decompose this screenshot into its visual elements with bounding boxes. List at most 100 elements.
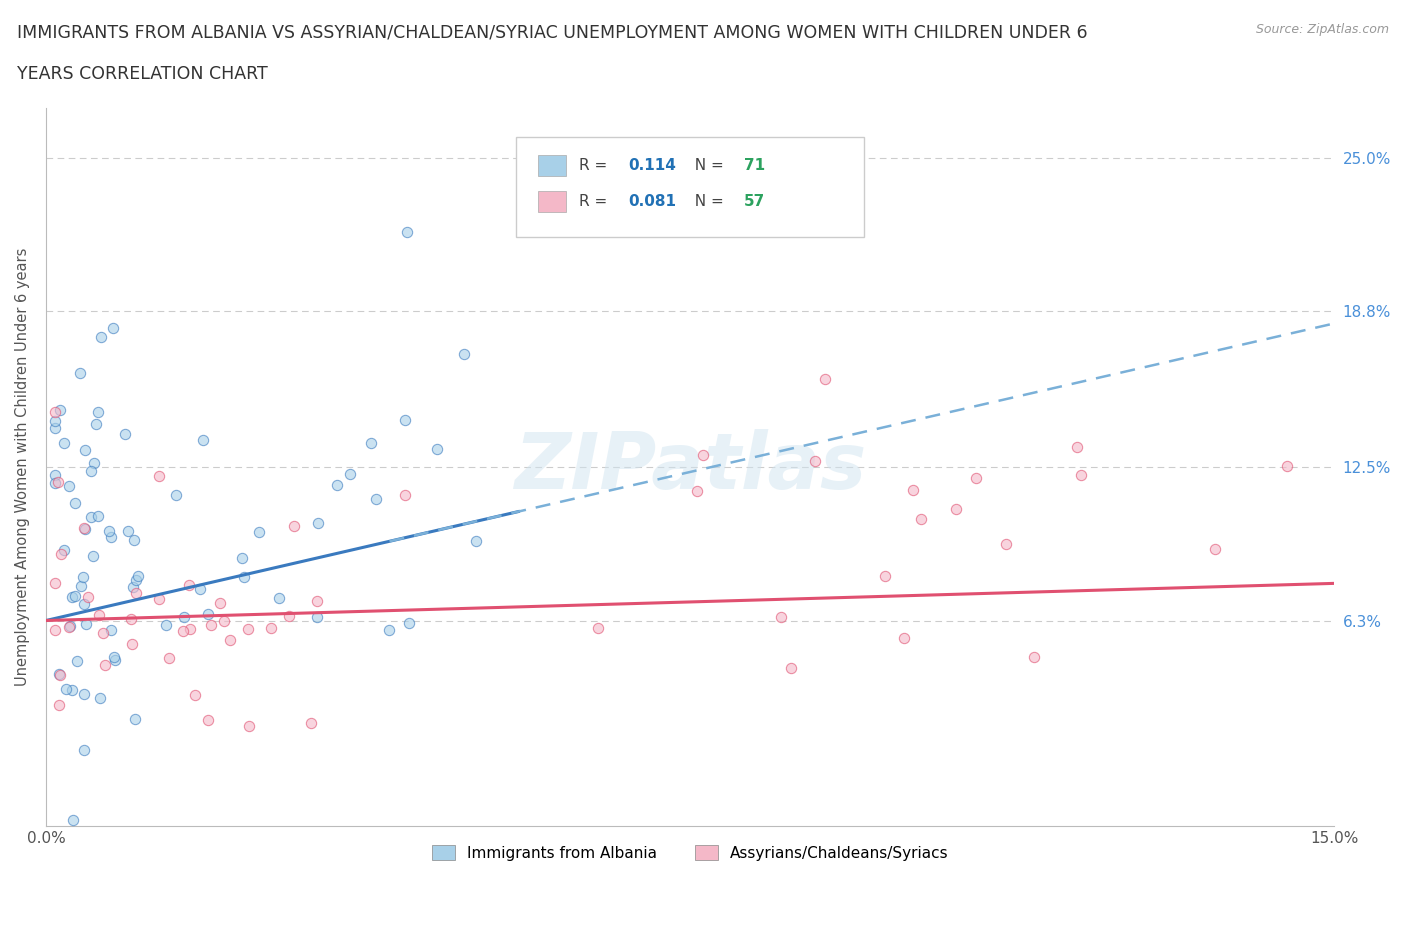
Point bbox=[172, 623, 194, 638]
Point bbox=[82, 548, 104, 563]
Point bbox=[100, 623, 122, 638]
Point bbox=[86, 417, 108, 432]
Point bbox=[44, 405, 66, 419]
Y-axis label: Unemployment Among Women with Children Under 6 years: Unemployment Among Women with Children U… bbox=[15, 247, 30, 686]
Point bbox=[901, 483, 924, 498]
Point bbox=[165, 487, 187, 502]
Point bbox=[464, 534, 486, 549]
Point bbox=[586, 621, 609, 636]
Point bbox=[63, 589, 86, 604]
Point bbox=[269, 591, 291, 605]
Point bbox=[299, 716, 322, 731]
Point bbox=[307, 609, 329, 624]
Point bbox=[117, 523, 139, 538]
Text: R =: R = bbox=[579, 193, 613, 209]
Point bbox=[48, 698, 70, 712]
Point bbox=[44, 575, 66, 590]
Point bbox=[94, 830, 117, 845]
Point bbox=[87, 607, 110, 622]
Point bbox=[122, 533, 145, 548]
Point bbox=[104, 653, 127, 668]
Point bbox=[893, 631, 915, 645]
FancyBboxPatch shape bbox=[538, 154, 567, 176]
Point bbox=[46, 474, 69, 489]
Point bbox=[94, 658, 117, 672]
Point bbox=[58, 619, 80, 634]
Point bbox=[307, 515, 329, 530]
Point bbox=[394, 487, 416, 502]
FancyBboxPatch shape bbox=[516, 137, 865, 237]
Point bbox=[339, 467, 361, 482]
Text: N =: N = bbox=[685, 158, 728, 173]
Point bbox=[48, 667, 70, 682]
Point bbox=[260, 621, 283, 636]
Text: N =: N = bbox=[685, 193, 728, 209]
Point bbox=[66, 654, 89, 669]
Point bbox=[188, 582, 211, 597]
Point bbox=[75, 617, 97, 631]
Point bbox=[70, 578, 93, 593]
Point bbox=[173, 610, 195, 625]
Point bbox=[1066, 440, 1088, 455]
Point bbox=[360, 435, 382, 450]
Point bbox=[398, 615, 420, 630]
Point bbox=[87, 509, 110, 524]
Text: IMMIGRANTS FROM ALBANIA VS ASSYRIAN/CHALDEAN/SYRIAC UNEMPLOYMENT AMONG WOMEN WIT: IMMIGRANTS FROM ALBANIA VS ASSYRIAN/CHAL… bbox=[17, 23, 1087, 41]
Point bbox=[179, 622, 201, 637]
Point bbox=[122, 830, 145, 845]
Text: R =: R = bbox=[579, 158, 613, 173]
Point bbox=[212, 613, 235, 628]
Point bbox=[124, 711, 146, 726]
Point bbox=[278, 608, 301, 623]
Point bbox=[121, 636, 143, 651]
Point bbox=[453, 347, 475, 362]
Point bbox=[326, 477, 349, 492]
Point bbox=[1275, 458, 1298, 473]
Point bbox=[364, 492, 387, 507]
Point bbox=[44, 622, 66, 637]
Point bbox=[73, 520, 96, 535]
Point bbox=[873, 568, 896, 583]
Text: YEARS CORRELATION CHART: YEARS CORRELATION CHART bbox=[17, 65, 267, 83]
Point bbox=[51, 547, 73, 562]
Text: 0.114: 0.114 bbox=[628, 158, 676, 173]
Point bbox=[804, 454, 827, 469]
Text: 57: 57 bbox=[744, 193, 765, 209]
Point bbox=[44, 468, 66, 483]
Point bbox=[1070, 468, 1092, 483]
Point bbox=[395, 224, 418, 239]
Point bbox=[965, 471, 987, 485]
Point bbox=[197, 607, 219, 622]
Point bbox=[125, 586, 148, 601]
Point bbox=[247, 525, 270, 539]
Point bbox=[83, 456, 105, 471]
Point bbox=[1022, 650, 1045, 665]
Point bbox=[157, 650, 180, 665]
Point bbox=[72, 570, 94, 585]
Point bbox=[49, 668, 72, 683]
Point bbox=[378, 622, 401, 637]
Point bbox=[686, 484, 709, 498]
Point bbox=[73, 443, 96, 458]
Point bbox=[995, 537, 1018, 551]
Point bbox=[103, 649, 125, 664]
Point bbox=[218, 632, 240, 647]
Point bbox=[87, 405, 110, 419]
Point bbox=[200, 618, 222, 632]
Point bbox=[193, 432, 215, 447]
Point bbox=[231, 551, 253, 565]
Point bbox=[148, 469, 170, 484]
Point bbox=[60, 683, 83, 698]
Point bbox=[44, 420, 66, 435]
Point bbox=[91, 626, 114, 641]
Point bbox=[63, 496, 86, 511]
Point bbox=[69, 366, 91, 381]
Point bbox=[233, 569, 256, 584]
Point bbox=[77, 590, 100, 604]
Point bbox=[1204, 541, 1226, 556]
Point bbox=[238, 719, 260, 734]
Point bbox=[155, 618, 177, 632]
Point bbox=[779, 660, 801, 675]
Point bbox=[60, 589, 83, 604]
Point bbox=[73, 687, 96, 702]
